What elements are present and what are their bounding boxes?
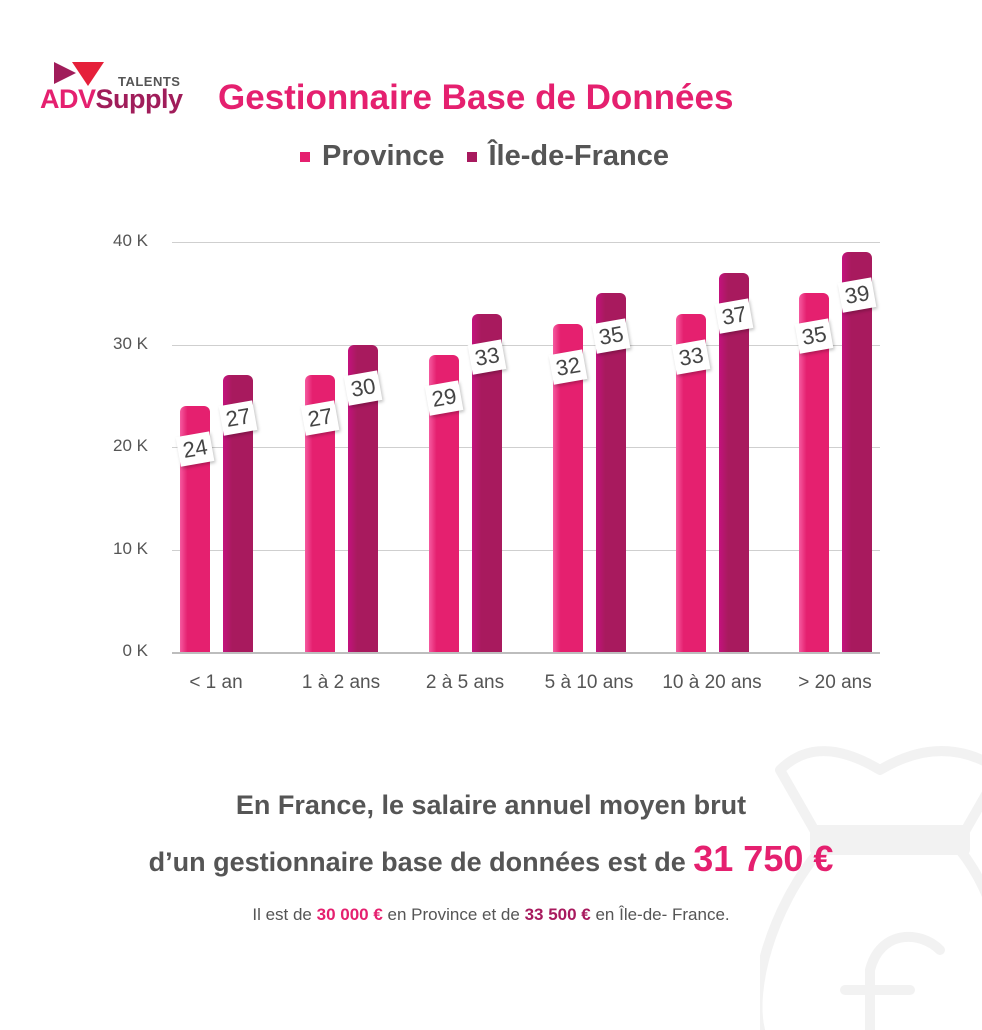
x-axis bbox=[172, 652, 880, 654]
x-tick-label: 2 à 5 ans bbox=[425, 672, 505, 693]
value-label: 33 bbox=[671, 338, 711, 375]
value-label: 24 bbox=[175, 431, 215, 467]
x-tick-label: 5 à 10 ans bbox=[544, 672, 634, 693]
bar-chart: 0 K 10 K 20 K 30 K 40 K 24 27 < 1 an 27 30 1 à 2 a… bbox=[113, 231, 880, 693]
logo-wordmark: ADVSupply bbox=[40, 84, 183, 115]
value-label: 39 bbox=[837, 277, 877, 314]
value-label: 27 bbox=[300, 400, 340, 437]
legend-label-idf: Île-de-France bbox=[488, 140, 670, 172]
legend-swatch-idf bbox=[466, 151, 477, 162]
summary-text-b: en Province et de bbox=[382, 905, 525, 924]
x-tick-label: 10 à 20 ans bbox=[662, 672, 762, 693]
province-salary-value: 30 000 € bbox=[316, 905, 383, 924]
bar-idf bbox=[842, 252, 872, 652]
value-label: 27 bbox=[218, 400, 258, 437]
gridline bbox=[172, 344, 880, 346]
logo-adv: ADV bbox=[40, 84, 96, 114]
gridline bbox=[172, 242, 880, 243]
value-label: 30 bbox=[343, 369, 383, 406]
bar-idf bbox=[719, 272, 749, 652]
x-tick-label: > 20 ans bbox=[798, 672, 872, 693]
gridline bbox=[172, 549, 880, 551]
y-tick-label: 40 K bbox=[113, 231, 148, 250]
x-tick-label: 1 à 2 ans bbox=[301, 672, 381, 693]
advsupply-logo: TALENTS ADVSupply bbox=[40, 62, 205, 122]
legend-swatch-province bbox=[300, 151, 310, 162]
x-tick-label: < 1 an bbox=[189, 672, 243, 693]
legend-item-province: Province bbox=[300, 140, 445, 173]
summary-line-3: Il est de 30 000 € en Province et de 33 … bbox=[0, 905, 982, 925]
value-label: 35 bbox=[591, 318, 631, 355]
summary-line-1: En France, le salaire annuel moyen brut bbox=[235, 790, 747, 820]
value-label: 32 bbox=[548, 349, 588, 385]
value-label: 37 bbox=[714, 297, 754, 334]
value-label: 35 bbox=[794, 318, 834, 355]
legend-label-province: Province bbox=[322, 140, 445, 172]
summary-line-2-text: d’un gestionnaire base de données est de bbox=[148, 847, 694, 877]
summary-text-a: Il est de bbox=[252, 905, 317, 924]
y-tick-label: 10 K bbox=[113, 538, 148, 558]
summary-text-c: en Île-de- France. bbox=[590, 905, 730, 924]
value-label: 29 bbox=[424, 379, 464, 416]
legend-item-idf: Île-de-France bbox=[466, 140, 670, 173]
summary-line-2: d’un gestionnaire base de données est de… bbox=[0, 838, 982, 880]
money-bag-icon bbox=[760, 746, 982, 1030]
idf-salary-value: 33 500 € bbox=[524, 905, 591, 924]
y-tick-label: 20 K bbox=[113, 436, 148, 455]
average-salary-value: 31 750 € bbox=[693, 838, 834, 879]
value-label: 33 bbox=[467, 338, 507, 375]
y-tick-label: 30 K bbox=[113, 333, 148, 353]
logo-play-icon bbox=[54, 62, 104, 86]
gridline bbox=[172, 447, 880, 448]
chart-legend: Province Île-de-France bbox=[300, 140, 669, 173]
chart-title: Gestionnaire Base de Données bbox=[218, 78, 734, 117]
y-tick-label: 0 K bbox=[122, 641, 148, 660]
logo-supply: Supply bbox=[95, 84, 184, 114]
logo-talents-text: TALENTS bbox=[118, 74, 181, 89]
